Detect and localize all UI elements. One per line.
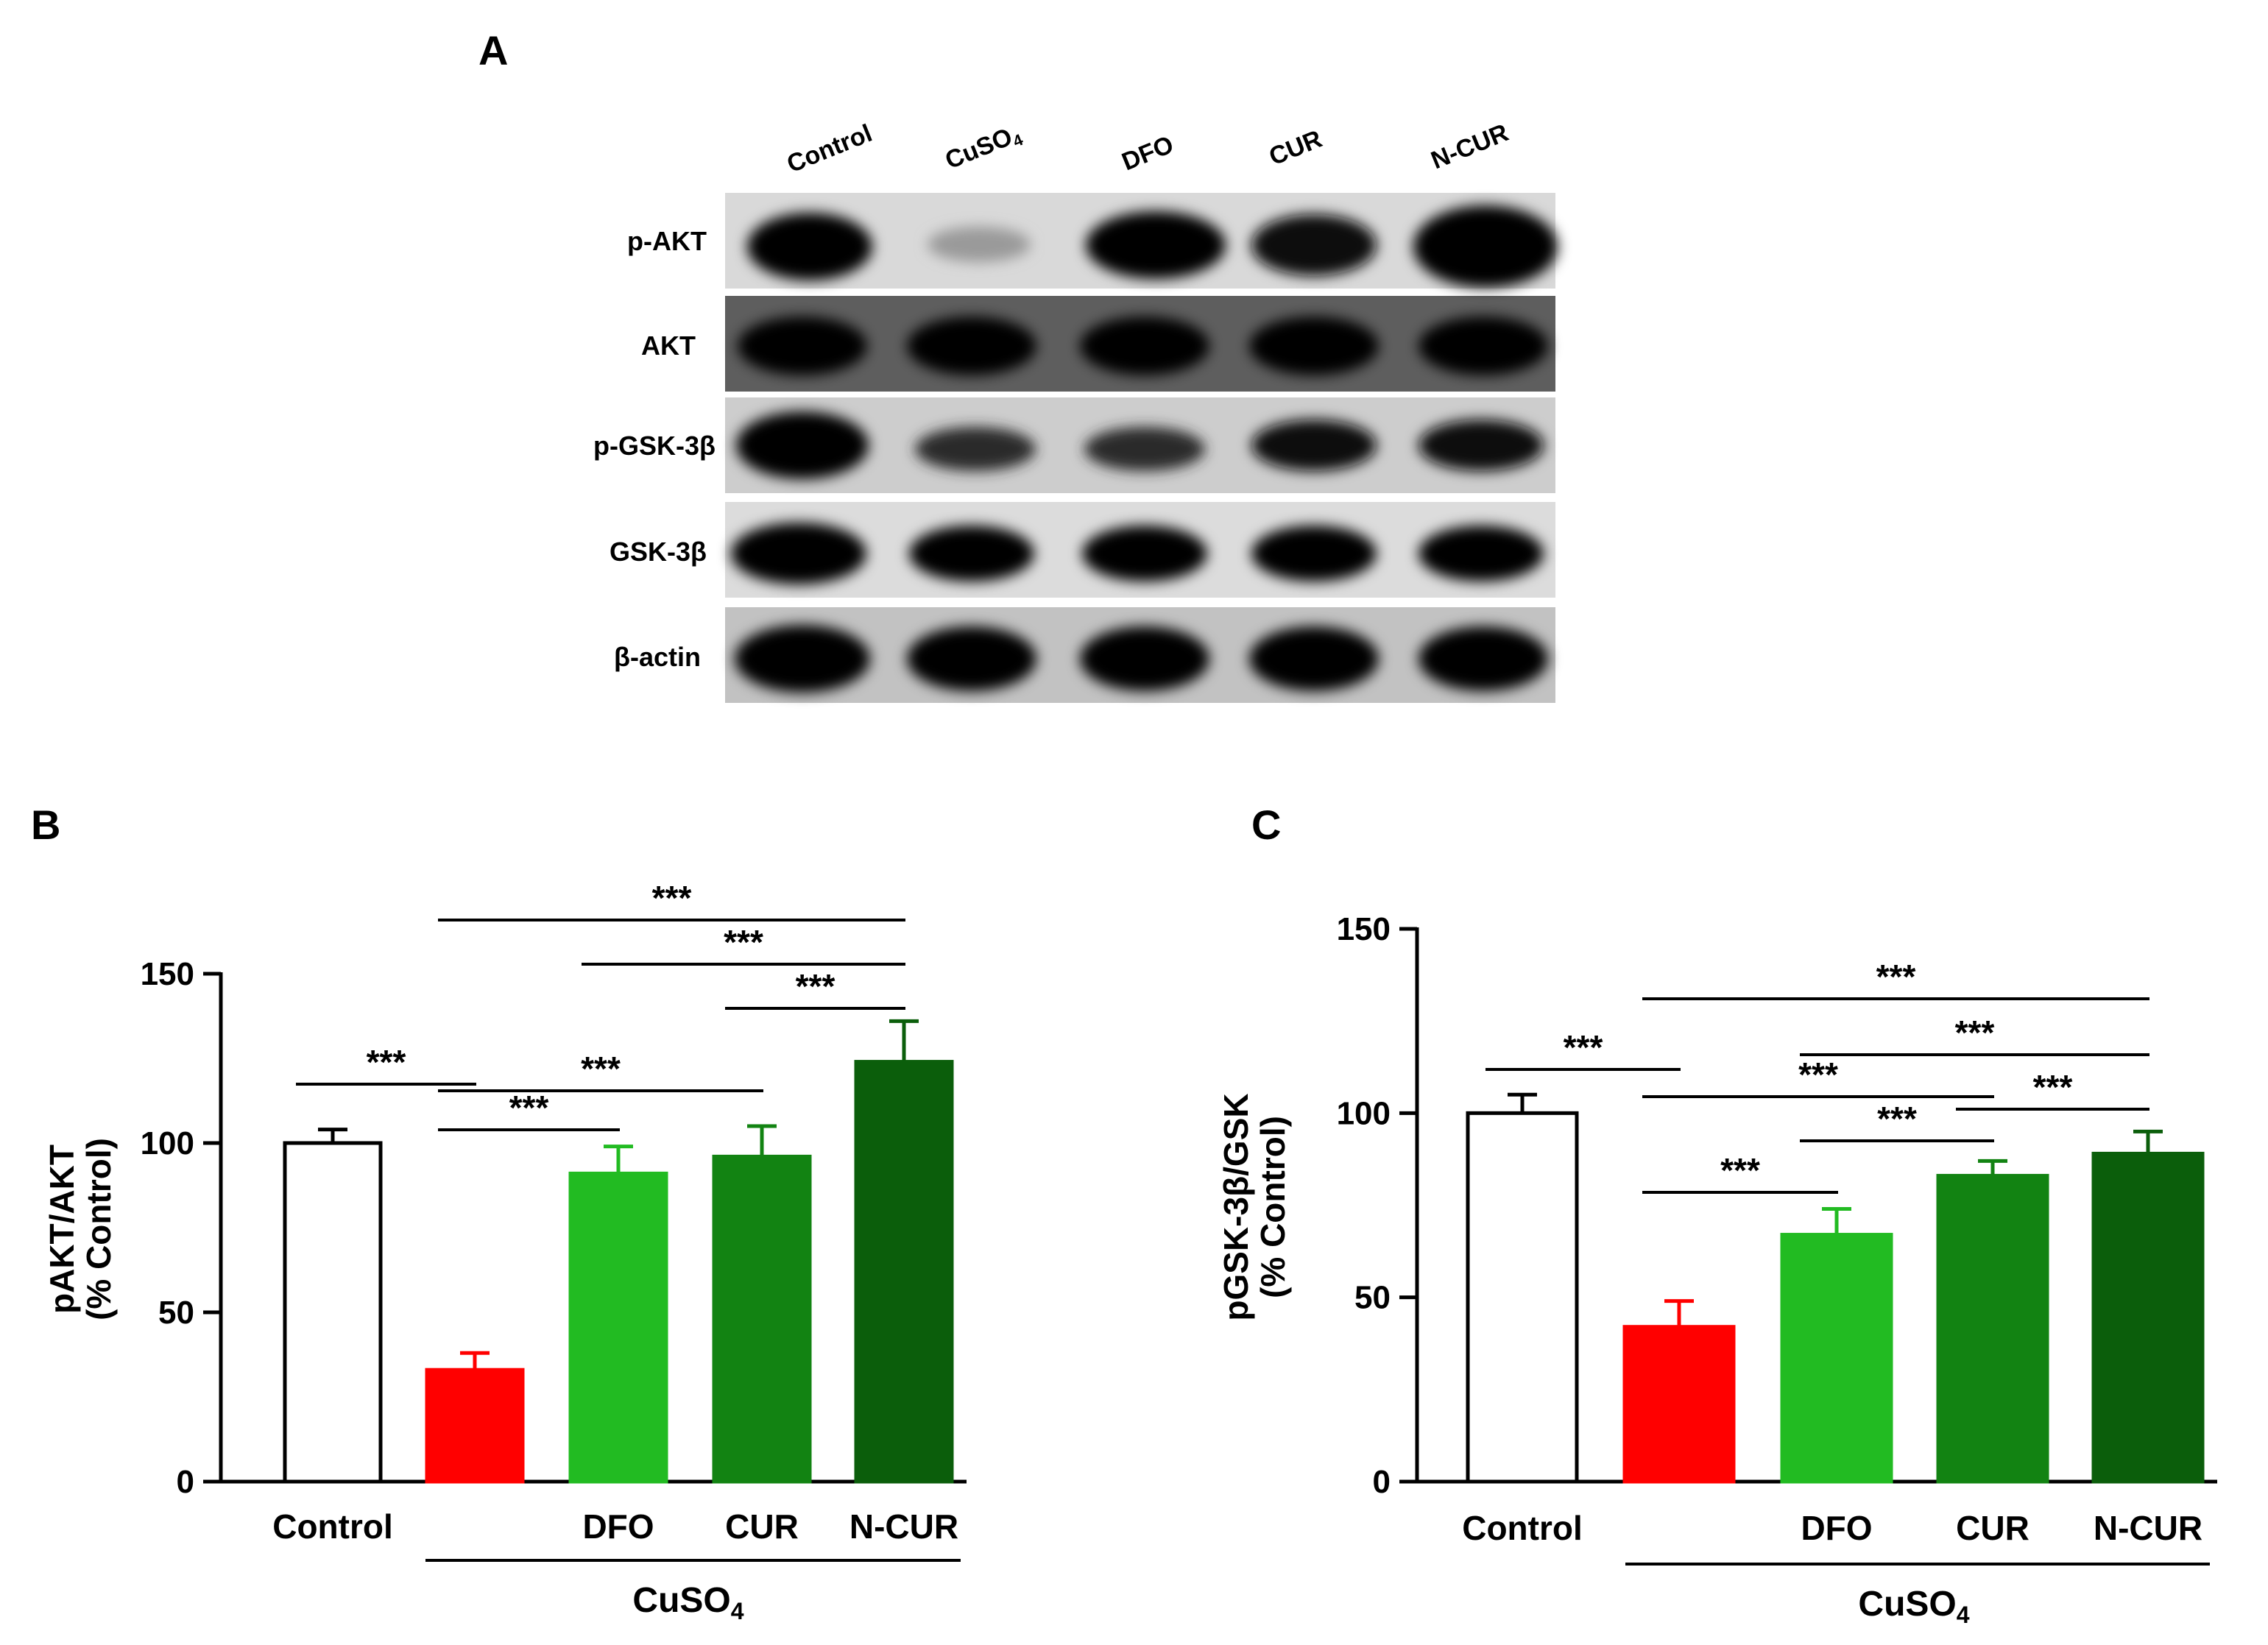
y-axis-label-unit: (% Control): [80, 1138, 118, 1320]
panel-label-a: A: [478, 27, 508, 74]
bar: [568, 1171, 668, 1484]
blot-band: [731, 523, 866, 584]
x-tick-label: Control: [1462, 1509, 1583, 1547]
group-label: CuSO4: [632, 1581, 743, 1624]
y-tick-label: 100: [141, 1125, 194, 1161]
significance-stars: ***: [1955, 1013, 1995, 1052]
blot-band: [1251, 526, 1377, 581]
blot-band: [1249, 316, 1379, 375]
x-tick-label: CUR: [1956, 1509, 2029, 1547]
blot-band: [907, 316, 1036, 375]
bar: [712, 1154, 812, 1484]
blot-band: [1084, 427, 1205, 471]
group-label: CuSO4: [1858, 1585, 1969, 1628]
blot-band: [907, 626, 1036, 691]
blot-band: [1419, 316, 1548, 375]
bar: [1780, 1233, 1893, 1484]
x-tick-label: N-CUR: [2094, 1509, 2202, 1547]
row-label-akt: AKT: [641, 330, 696, 361]
blot-band: [747, 213, 872, 280]
significance-stars: ***: [581, 1050, 621, 1088]
significance-stars: ***: [1877, 1100, 1917, 1138]
row-label-p-akt: p-AKT: [627, 226, 707, 256]
lane-label-ncur: N-CUR: [1427, 118, 1513, 174]
blot-band: [909, 526, 1034, 581]
blot-band: [735, 625, 870, 693]
row-label-gsk3b: GSK-3β: [610, 537, 707, 567]
bar: [854, 1060, 954, 1484]
lane-label-dfo: DFO: [1118, 130, 1178, 176]
blot-band: [1251, 420, 1377, 471]
western-blot: Control CuSO4 DFO CUR N-CUR p-AKT AKT p-…: [593, 118, 1558, 703]
bar: [283, 1141, 383, 1484]
blot-band: [1080, 316, 1209, 375]
blot-band: [1419, 526, 1544, 581]
blot-band: [928, 227, 1031, 262]
bar: [425, 1368, 525, 1484]
significance-stars: ***: [724, 923, 763, 961]
y-axis-label-unit: (% Control): [1254, 1116, 1292, 1298]
x-tick-label: DFO: [582, 1507, 654, 1546]
y-tick-label: 150: [141, 956, 194, 992]
lane-labels: Control CuSO4 DFO CUR N-CUR: [783, 118, 1513, 178]
blot-band: [915, 427, 1036, 471]
panel-label-b: B: [31, 802, 60, 848]
lane-label-cur: CUR: [1265, 125, 1326, 171]
blot-band: [1082, 526, 1207, 581]
bar: [1466, 1111, 1579, 1484]
x-tick-label: DFO: [1801, 1509, 1872, 1547]
y-tick-label: 150: [1337, 911, 1391, 947]
blot-band: [1419, 420, 1544, 471]
significance-stars: ***: [1798, 1055, 1838, 1094]
bar-chart-c: 0 50 100 150 pGSK-3β/GSK(% Control) Control DF…: [1217, 911, 2217, 1628]
panel-label-c: C: [1251, 802, 1281, 848]
y-tick-label: 50: [158, 1295, 194, 1331]
blot-band: [1251, 214, 1377, 276]
significance-stars: ***: [367, 1043, 406, 1081]
lane-label-control: Control: [783, 119, 876, 179]
row-label-beta-actin: β-actin: [614, 642, 701, 672]
significance-stars: ***: [1876, 958, 1916, 996]
row-labels: p-AKT AKT p-GSK-3β GSK-3β β-actin: [593, 226, 716, 672]
blot-band: [736, 411, 869, 479]
bar: [2091, 1151, 2205, 1484]
row-label-p-gsk3b: p-GSK-3β: [593, 431, 716, 461]
lane-label-cuso4: CuSO4: [942, 119, 1026, 177]
bar-chart-b: 0 50 100 150 pAKT/AKT(% Control) Control DFO CU…: [43, 879, 967, 1624]
significance-stars: ***: [652, 879, 692, 917]
y-tick-label: 0: [1373, 1464, 1391, 1500]
y-tick-label: 50: [1354, 1280, 1391, 1316]
y-axis-label: pGSK-3β/GSK: [1217, 1093, 1255, 1320]
blot-band: [1413, 205, 1558, 288]
y-axis-label: pAKT/AKT: [43, 1145, 81, 1314]
significance-stars: ***: [509, 1089, 549, 1127]
x-tick-label: CUR: [725, 1507, 799, 1546]
significance-stars: ***: [2033, 1068, 2073, 1106]
x-tick-label: Control: [272, 1507, 393, 1546]
y-tick-label: 100: [1337, 1095, 1391, 1131]
blot-band: [1249, 626, 1379, 691]
x-tick-label: N-CUR: [849, 1507, 958, 1546]
blot-band: [1419, 626, 1548, 691]
significance-stars: ***: [1720, 1151, 1760, 1189]
bar: [1622, 1325, 1736, 1484]
significance-stars: ***: [796, 967, 836, 1005]
blot-band: [1086, 211, 1226, 279]
bar: [1936, 1173, 2049, 1484]
y-tick-label: 0: [177, 1464, 194, 1500]
significance-stars: ***: [1564, 1028, 1603, 1066]
blot-band: [738, 316, 867, 375]
blot-band: [1080, 626, 1209, 691]
